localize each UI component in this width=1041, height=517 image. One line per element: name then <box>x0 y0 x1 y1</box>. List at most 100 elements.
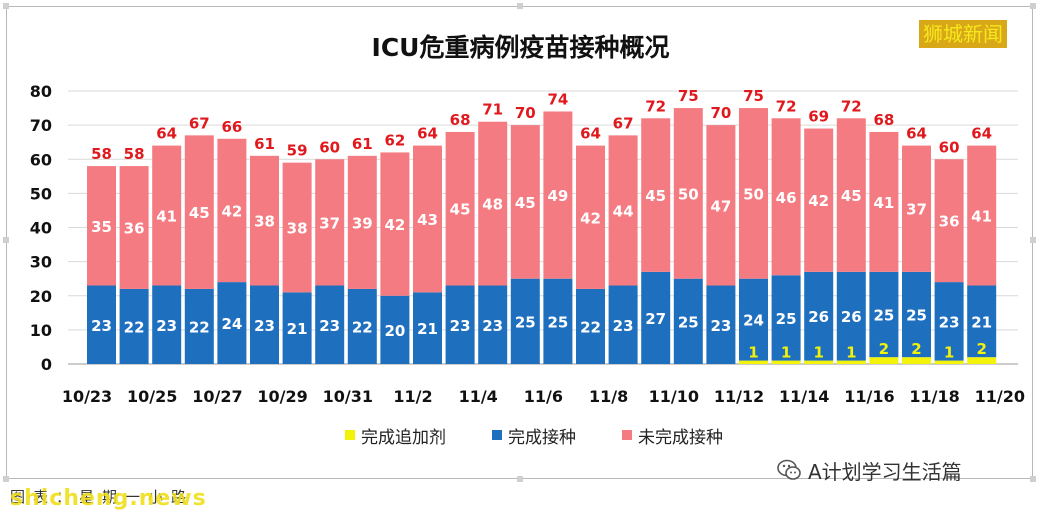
data-label-booster: 2 <box>976 340 986 358</box>
bar-segment-incomplete <box>250 155 279 286</box>
legend-swatch-completed <box>492 430 502 440</box>
data-label-incomplete: 48 <box>482 196 503 214</box>
data-label-completed: 23 <box>482 317 503 335</box>
data-label-total: 58 <box>91 145 112 163</box>
handle-middle-left[interactable] <box>3 237 9 243</box>
data-label-incomplete: 42 <box>808 192 829 210</box>
bar-segment-booster <box>739 360 768 364</box>
data-label-total: 67 <box>613 114 634 132</box>
x-tick-label: 11/16 <box>844 387 894 406</box>
bar-segment-incomplete <box>510 125 540 279</box>
bar-segment-completed <box>119 288 149 364</box>
data-label-incomplete: 49 <box>547 187 568 205</box>
bar-segment-completed <box>576 288 605 364</box>
bar-segment-booster <box>934 360 964 364</box>
bar-segment-incomplete <box>673 108 703 279</box>
bar-segment-completed <box>315 285 345 364</box>
data-label-total: 72 <box>645 97 666 115</box>
data-label-completed: 23 <box>254 317 275 335</box>
data-label-incomplete: 41 <box>873 194 894 212</box>
handle-middle-right[interactable] <box>1030 237 1036 243</box>
site-watermark: shicheng.news <box>10 486 207 511</box>
bar-segment-booster <box>967 357 997 364</box>
data-label-total: 71 <box>482 101 503 119</box>
handle-top-right[interactable] <box>1030 3 1036 9</box>
bar-segment-incomplete <box>184 135 214 289</box>
data-label-incomplete: 50 <box>678 185 699 203</box>
bar-segment-booster <box>836 360 866 364</box>
data-label-incomplete: 35 <box>91 218 112 236</box>
handle-top-left[interactable] <box>3 3 9 9</box>
data-label-total: 64 <box>417 125 438 143</box>
bar-segment-incomplete <box>641 118 671 272</box>
x-tick-label: 10/31 <box>323 387 373 406</box>
x-tick-label: 10/29 <box>257 387 307 406</box>
bar-segment-incomplete <box>739 108 768 279</box>
bar-segment-completed <box>184 288 214 364</box>
handle-top-center[interactable] <box>517 3 523 9</box>
data-label-incomplete: 45 <box>450 201 471 219</box>
x-tick-label: 10/25 <box>127 387 177 406</box>
bar-segment-completed <box>739 278 768 361</box>
data-label-total: 72 <box>776 97 797 115</box>
data-label-completed: 21 <box>287 320 308 338</box>
bar-segment-completed <box>902 271 931 358</box>
y-tick-label: 10 <box>30 321 52 340</box>
legend-item-incomplete: 未完成接种 <box>622 423 723 448</box>
bar-segment-completed <box>478 285 508 364</box>
x-tick-label: 11/14 <box>779 387 829 406</box>
data-label-completed: 23 <box>319 317 340 335</box>
data-label-total: 70 <box>515 104 536 122</box>
legend-swatch-booster <box>345 430 355 440</box>
bar-segment-incomplete <box>706 125 736 286</box>
data-label-completed: 25 <box>776 310 797 328</box>
bar-segment-completed <box>510 278 540 364</box>
bar-segment-booster <box>869 357 899 364</box>
data-label-incomplete: 41 <box>156 208 177 226</box>
handle-bottom-center[interactable] <box>517 476 523 482</box>
data-label-booster: 1 <box>846 344 856 362</box>
legend-swatch-incomplete <box>622 430 632 440</box>
bar-segment-incomplete <box>87 166 116 286</box>
x-axis: 10/23 10/25 10/27 10/29 10/31 11/2 11/4 11/6 11/… <box>62 387 1025 406</box>
data-label-completed: 25 <box>547 313 568 331</box>
data-label-incomplete: 50 <box>743 185 764 203</box>
bar-segment-incomplete <box>380 152 410 296</box>
bar-segment-incomplete <box>608 135 638 286</box>
bar-segment-incomplete <box>576 145 605 289</box>
data-label-incomplete: 37 <box>906 201 927 219</box>
x-tick-label: 10/27 <box>192 387 242 406</box>
bars <box>87 108 997 364</box>
data-label-completed: 23 <box>613 317 634 335</box>
chart-title: ICU危重病例疫苗接种概况 <box>371 33 670 62</box>
wechat-icon <box>777 459 801 480</box>
data-label-completed: 23 <box>450 317 471 335</box>
data-label-incomplete: 41 <box>971 208 992 226</box>
data-label-total: 61 <box>254 135 275 153</box>
x-tick-label: 11/2 <box>393 387 432 406</box>
legend-label-incomplete: 未完成接种 <box>638 427 723 448</box>
legend-item-completed: 完成接种 <box>492 423 576 448</box>
data-label-incomplete: 45 <box>189 204 210 222</box>
handle-bottom-right[interactable] <box>1030 476 1036 482</box>
legend: 完成追加剂 完成接种 未完成接种 <box>345 423 723 448</box>
data-label-total: 74 <box>547 90 568 108</box>
data-label-total: 75 <box>678 87 699 105</box>
y-tick-label: 50 <box>30 184 52 203</box>
data-label-total: 64 <box>906 125 927 143</box>
bar-segment-completed <box>543 278 573 364</box>
bar-segment-completed <box>445 285 475 364</box>
bar-segment-completed <box>771 275 801 361</box>
data-label-incomplete: 45 <box>841 187 862 205</box>
bar-segment-completed <box>250 285 279 364</box>
legend-label-booster: 完成追加剂 <box>361 427 446 448</box>
data-label-incomplete: 47 <box>710 197 731 215</box>
data-labels: 2335582236582341642245672442662338612138… <box>91 87 992 362</box>
data-label-completed: 24 <box>221 315 242 333</box>
bar-segment-incomplete <box>478 121 508 286</box>
bar-segment-completed <box>152 285 182 364</box>
handle-bottom-left[interactable] <box>3 476 9 482</box>
data-label-booster: 2 <box>879 340 889 358</box>
y-tick-label: 70 <box>30 116 52 135</box>
